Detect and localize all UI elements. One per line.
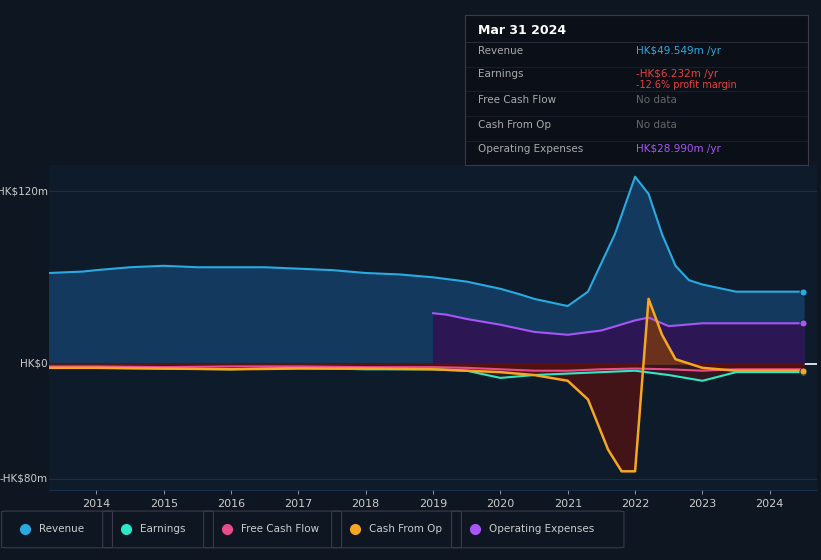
Text: Revenue: Revenue	[479, 46, 524, 56]
Text: Free Cash Flow: Free Cash Flow	[241, 524, 319, 534]
Text: HK$120m: HK$120m	[0, 186, 48, 196]
Text: Earnings: Earnings	[140, 524, 186, 534]
Text: Cash From Op: Cash From Op	[369, 524, 443, 534]
Text: Free Cash Flow: Free Cash Flow	[479, 95, 557, 105]
Text: HK$28.990m /yr: HK$28.990m /yr	[636, 144, 721, 154]
Text: No data: No data	[636, 95, 677, 105]
Text: -HK$6.232m /yr: -HK$6.232m /yr	[636, 69, 718, 79]
Text: Earnings: Earnings	[479, 69, 524, 79]
Text: Revenue: Revenue	[39, 524, 85, 534]
Text: -12.6% profit margin: -12.6% profit margin	[636, 80, 737, 90]
Text: Mar 31 2024: Mar 31 2024	[479, 24, 566, 37]
Text: No data: No data	[636, 120, 677, 129]
Text: HK$0: HK$0	[20, 358, 48, 368]
Text: Operating Expenses: Operating Expenses	[479, 144, 584, 154]
Text: HK$49.549m /yr: HK$49.549m /yr	[636, 46, 722, 56]
Text: -HK$80m: -HK$80m	[0, 474, 48, 483]
Text: Cash From Op: Cash From Op	[479, 120, 552, 129]
Text: Operating Expenses: Operating Expenses	[489, 524, 594, 534]
